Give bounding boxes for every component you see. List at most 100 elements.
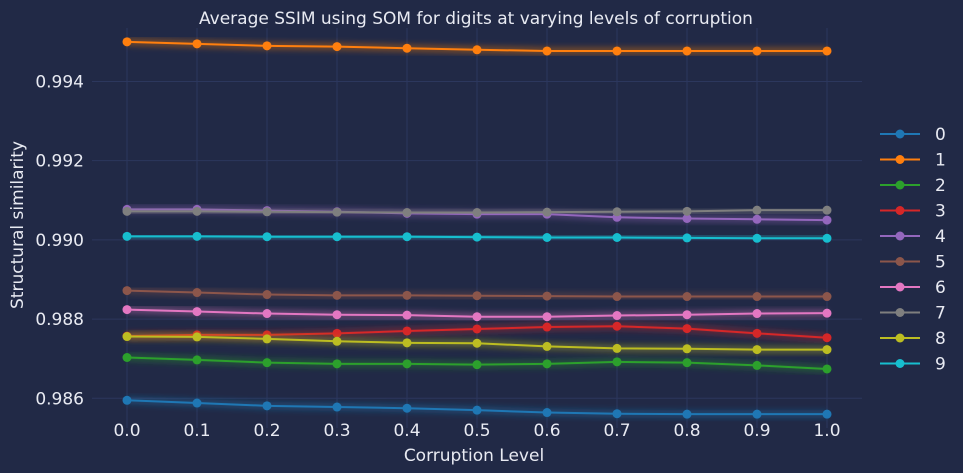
- y-tick-label: 0.988: [35, 310, 84, 330]
- data-point: [612, 233, 622, 243]
- data-point: [752, 409, 762, 419]
- legend-marker: [895, 257, 905, 266]
- legend-marker: [895, 282, 905, 292]
- legend-marker: [895, 359, 905, 368]
- x-tick-label: 0.1: [183, 421, 210, 441]
- data-point: [822, 409, 832, 419]
- legend-marker: [895, 206, 905, 215]
- data-point: [612, 321, 622, 331]
- data-point: [192, 206, 202, 216]
- legend-label: 9: [935, 355, 946, 375]
- data-point: [752, 360, 762, 370]
- data-point: [402, 359, 412, 369]
- data-point: [332, 232, 342, 242]
- legend-marker: [895, 308, 905, 317]
- legend-item-7: 7: [880, 304, 946, 324]
- legend-marker: [895, 231, 905, 241]
- x-tick-label: 1.0: [813, 421, 840, 441]
- data-point: [262, 334, 272, 344]
- series-2: [122, 353, 832, 374]
- series-1: [122, 37, 832, 56]
- data-point: [472, 338, 482, 348]
- data-point: [122, 353, 132, 363]
- legend-marker: [895, 333, 905, 343]
- data-point: [682, 344, 692, 354]
- data-point: [752, 214, 762, 224]
- legend-marker: [895, 155, 905, 164]
- data-point: [192, 288, 202, 298]
- data-point: [612, 311, 622, 321]
- data-point: [402, 326, 412, 336]
- data-point: [262, 358, 272, 368]
- data-point: [612, 292, 622, 302]
- data-point: [192, 332, 202, 342]
- data-point: [542, 408, 552, 418]
- series-0: [122, 395, 832, 419]
- legend-item-1: 1: [880, 151, 946, 171]
- data-point: [262, 290, 272, 300]
- legend-marker: [895, 129, 905, 139]
- data-point: [822, 233, 832, 243]
- data-point: [122, 37, 132, 47]
- data-point: [542, 359, 552, 369]
- legend-item-3: 3: [880, 202, 946, 222]
- series-7: [122, 205, 832, 218]
- legend-label: 1: [935, 151, 946, 171]
- series-8: [122, 332, 832, 355]
- legend-label: 7: [935, 304, 946, 324]
- data-point: [472, 324, 482, 334]
- data-point: [822, 345, 832, 355]
- data-point: [402, 338, 412, 348]
- x-tick-label: 0.2: [253, 421, 280, 441]
- x-tick-label: 0.4: [393, 421, 420, 441]
- y-tick-label: 0.992: [35, 152, 84, 172]
- x-tick-label: 0.9: [743, 421, 770, 441]
- data-point: [262, 401, 272, 411]
- data-point: [822, 205, 832, 215]
- series-group: [122, 37, 832, 419]
- data-point: [612, 46, 622, 56]
- y-tick-label: 0.994: [35, 72, 84, 92]
- data-point: [332, 42, 342, 52]
- y-axis-label: Structural similarity: [8, 141, 28, 309]
- data-point: [682, 46, 692, 56]
- x-tick-label: 0.7: [603, 421, 630, 441]
- legend-marker: [895, 180, 905, 190]
- data-point: [402, 290, 412, 300]
- x-axis-ticks: 0.0 0.1 0.2 0.3 0.4 0.5 0.6 0.7 0.8 0.9 1.0: [113, 421, 840, 441]
- data-point: [192, 398, 202, 408]
- legend-item-9: 9: [880, 355, 946, 375]
- data-point: [332, 336, 342, 346]
- x-tick-label: 0.3: [323, 421, 350, 441]
- data-point: [122, 395, 132, 405]
- data-point: [472, 360, 482, 370]
- data-point: [262, 41, 272, 51]
- data-point: [122, 286, 132, 296]
- x-tick-label: 0.0: [113, 421, 140, 441]
- data-point: [192, 39, 202, 49]
- data-point: [262, 207, 272, 217]
- data-point: [752, 233, 762, 243]
- data-point: [612, 343, 622, 353]
- data-point: [682, 213, 692, 223]
- data-point: [262, 232, 272, 242]
- data-point: [472, 291, 482, 301]
- data-point: [332, 359, 342, 369]
- data-point: [402, 403, 412, 413]
- data-point: [122, 305, 132, 315]
- data-point: [472, 208, 482, 218]
- data-point: [542, 46, 552, 56]
- legend: 0 1 2 3 4 5 6 7 8 9: [880, 125, 946, 375]
- data-point: [822, 46, 832, 56]
- data-point: [542, 207, 552, 217]
- data-point: [682, 324, 692, 334]
- y-axis-ticks: 0.986 0.988 0.990 0.992 0.994: [35, 72, 84, 409]
- data-point: [682, 233, 692, 243]
- x-tick-label: 0.8: [673, 421, 700, 441]
- data-point: [542, 233, 552, 243]
- data-point: [752, 328, 762, 338]
- data-point: [472, 312, 482, 322]
- data-point: [472, 45, 482, 55]
- data-point: [682, 292, 692, 302]
